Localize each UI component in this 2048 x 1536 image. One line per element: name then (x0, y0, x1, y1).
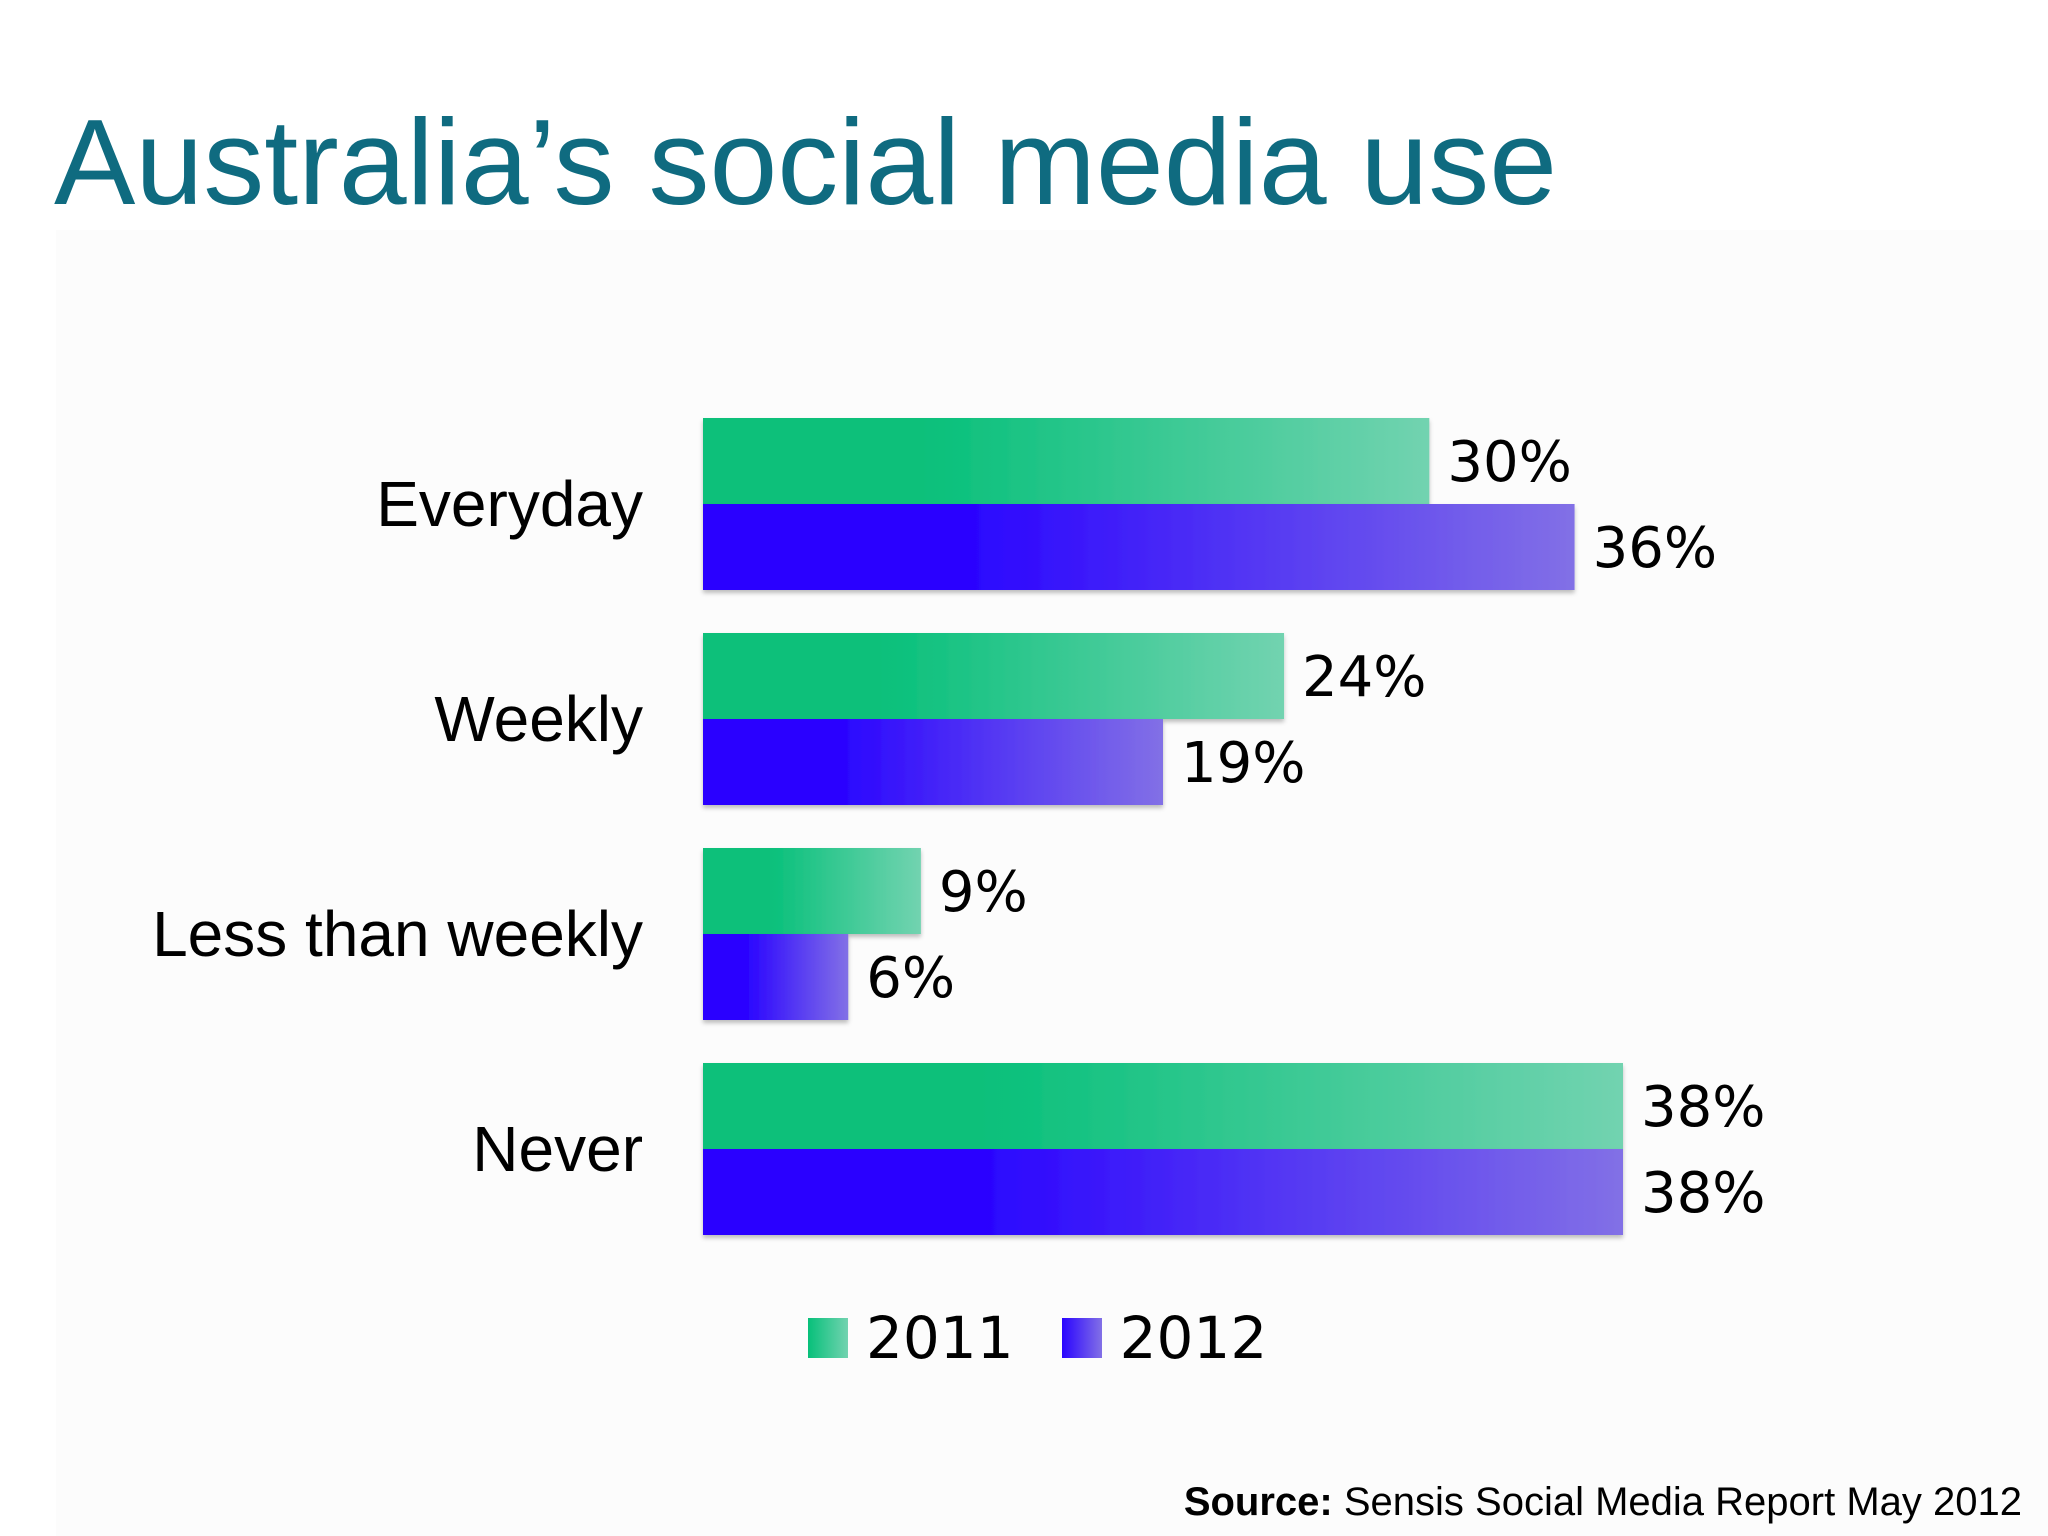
category-label-never: Never (472, 1113, 643, 1185)
source-text: Sensis Social Media Report May 2012 (1343, 1480, 2022, 1524)
value-label-never-2011: 38% (1641, 1075, 1765, 1140)
bar-never-2011 (703, 1063, 1623, 1149)
category-label-everyday: Everyday (376, 468, 643, 540)
category-label-weekly: Weekly (434, 683, 643, 755)
category-label-less-than-weekly: Less than weekly (152, 898, 643, 970)
bar-weekly-2012 (703, 719, 1163, 805)
chart-legend: 2011 2012 (808, 1298, 1267, 1378)
legend-label-2011: 2011 (866, 1304, 1014, 1372)
bars-layer (703, 418, 1623, 1235)
bar-everyday-2012 (703, 504, 1575, 590)
bar-never-2012 (703, 1149, 1623, 1235)
legend-swatch-2012 (1061, 1318, 1102, 1358)
legend-item-2011: 2011 (808, 1304, 1014, 1372)
value-label-weekly-2012: 19% (1181, 731, 1305, 796)
value-label-never-2012: 38% (1641, 1161, 1765, 1226)
legend-swatch-2011 (808, 1318, 848, 1358)
slide-title: Australia’s social media use (54, 94, 1558, 230)
bar-less-than-weekly-2012 (703, 934, 849, 1020)
bar-less-than-weekly-2011 (703, 848, 921, 934)
value-label-less-than-weekly-2011: 9% (939, 860, 1028, 925)
source-label: Source: (1183, 1480, 1333, 1524)
bar-everyday-2011 (703, 418, 1430, 504)
value-label-weekly-2011: 24% (1302, 645, 1426, 710)
value-label-everyday-2011: 30% (1447, 430, 1571, 495)
labels-layer: Everyday 30% 36% Weekly 24% 19% Less than week… (152, 430, 1765, 1226)
source-note: Source: Sensis Social Media Report May 2… (1184, 1478, 2022, 1526)
value-label-less-than-weekly-2012: 6% (866, 946, 955, 1011)
legend-label-2012: 2012 (1119, 1304, 1268, 1372)
legend-item-2012: 2012 (1061, 1304, 1268, 1372)
bar-weekly-2011 (703, 633, 1285, 719)
value-label-everyday-2012: 36% (1593, 516, 1717, 581)
